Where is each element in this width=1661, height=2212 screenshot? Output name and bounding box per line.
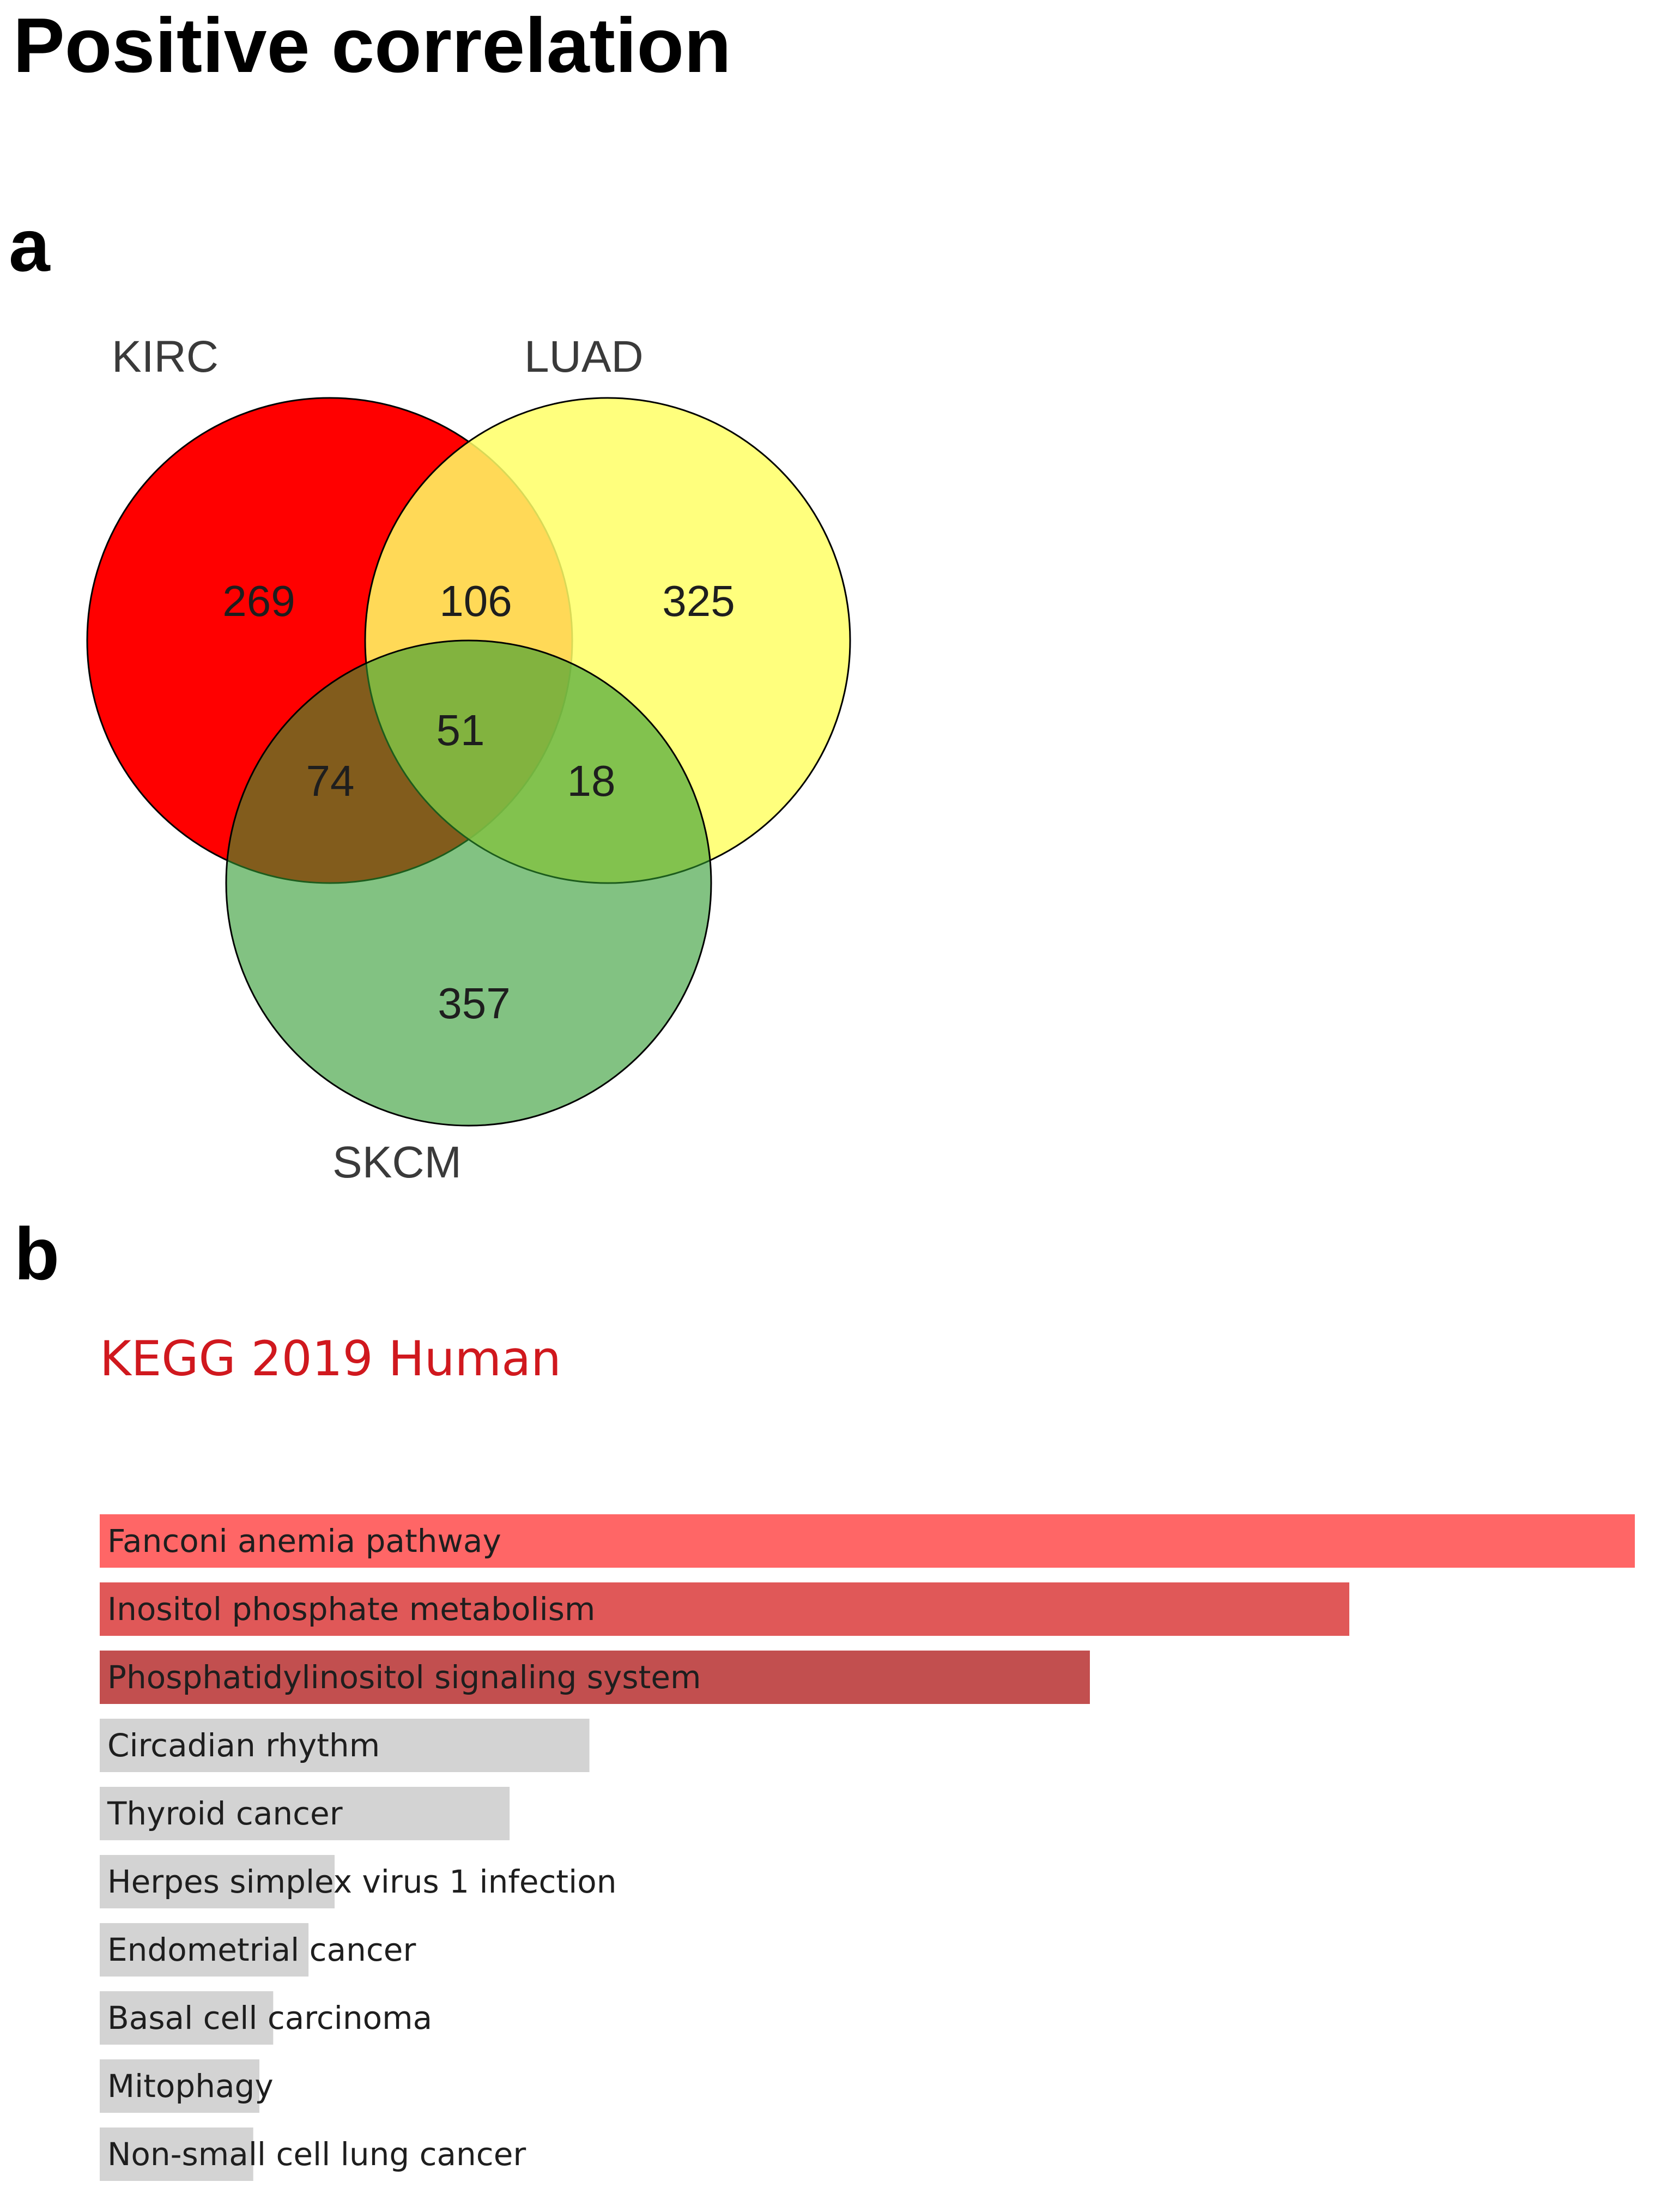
- bar-label-9: Mitophagy: [107, 2068, 274, 2105]
- region-count-luad-only: 325: [662, 577, 735, 625]
- venn-set-labels: KIRC LUAD SKCM: [112, 332, 644, 1187]
- bar-label-4: Circadian rhythm: [107, 1727, 380, 1764]
- bar-label-2: Inositol phosphate metabolism: [107, 1591, 595, 1628]
- region-count-luad-skcm: 18: [567, 757, 616, 805]
- bar-label-3: Phosphatidylinositol signaling system: [107, 1659, 701, 1696]
- bar-10: [100, 2128, 253, 2181]
- bar-label-7: Endometrial cancer: [107, 1931, 416, 1968]
- bar-5: [100, 1787, 510, 1840]
- region-count-skcm-only: 357: [438, 979, 510, 1028]
- region-count-kirc-skcm: 74: [306, 757, 355, 805]
- bar-label-10: Non-small cell lung cancer: [107, 2136, 526, 2173]
- venn-circle-skcm: [225, 639, 712, 1127]
- bar-label-1: Fanconi anemia pathway: [107, 1522, 501, 1560]
- bar-label-6: Herpes simplex virus 1 infection: [107, 1863, 617, 1900]
- panel-b-label: b: [14, 1212, 60, 1295]
- venn-diagram: KIRC LUAD SKCM 269 325 357 106 74 18 51: [86, 332, 851, 1187]
- bar-1: [100, 1514, 1635, 1568]
- set-label-luad: LUAD: [524, 332, 644, 382]
- bar-6: [100, 1855, 335, 1908]
- panel-a-label: a: [9, 204, 50, 287]
- venn-region-counts: 269 325 357 106 74 18 51: [222, 577, 735, 1028]
- region-count-kirc-luad: 106: [439, 577, 512, 625]
- bar-7: [100, 1923, 309, 1977]
- bar-2: [100, 1582, 1350, 1636]
- bar-9: [100, 2059, 259, 2113]
- page-title: Positive correlation: [13, 2, 731, 89]
- bar-4: [100, 1719, 590, 1772]
- region-count-all: 51: [437, 706, 485, 754]
- region-count-kirc-only: 269: [222, 577, 295, 625]
- bar-8: [100, 1991, 274, 2045]
- bar-label-8: Basal cell carcinoma: [107, 1999, 432, 2036]
- bar-label-5: Thyroid cancer: [107, 1795, 343, 1832]
- chart-title: KEGG 2019 Human: [100, 1331, 561, 1387]
- kegg-bar-chart: Fanconi anemia pathway Inositol phosphate…: [100, 1514, 1635, 2181]
- bar-3: [100, 1651, 1090, 1704]
- venn-circles: [86, 397, 851, 1127]
- bars-group: Fanconi anemia pathway Inositol phosphate…: [100, 1514, 1635, 2181]
- set-label-skcm: SKCM: [332, 1138, 462, 1187]
- set-label-kirc: KIRC: [112, 332, 219, 382]
